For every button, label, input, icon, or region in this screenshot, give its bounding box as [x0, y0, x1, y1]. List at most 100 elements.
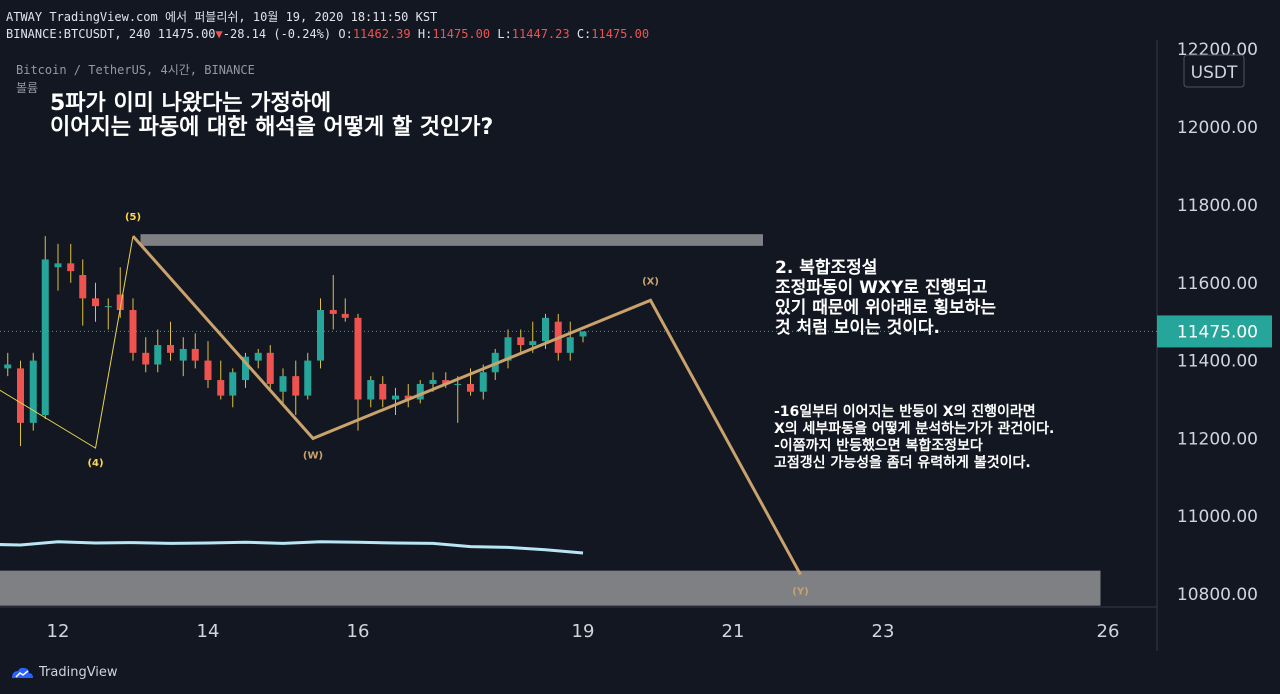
- note2-line: -16일부터 이어지는 반등이 X의 진행이라면: [774, 404, 1036, 420]
- publish-info: ATWAY TradingView.com 에서 퍼블리쉬, 10월 19, 2…: [6, 10, 438, 24]
- y-tick-label: 11000.00: [1177, 507, 1258, 527]
- last-price-tag-label: 11475.00: [1177, 322, 1258, 342]
- sub-wave-line: [0, 236, 134, 449]
- brand-label: TradingView: [39, 665, 118, 680]
- y-tick-label: 10800.00: [1177, 585, 1258, 605]
- candle: [104, 306, 112, 308]
- open-label: O:: [338, 27, 353, 41]
- x-tick-label: 14: [197, 621, 220, 642]
- candle: [317, 310, 324, 361]
- candle: [454, 383, 462, 385]
- candle: [429, 380, 437, 384]
- volume-line: [0, 540, 584, 555]
- candle: [4, 364, 12, 369]
- y-tick-label: 11400.00: [1177, 352, 1258, 372]
- y-tick-label: 11600.00: [1177, 274, 1258, 294]
- candle: [167, 345, 174, 353]
- candle: [354, 317, 362, 400]
- note1-line: 조정파동이 WXY로 진행되고: [775, 278, 988, 298]
- candle: [254, 352, 262, 361]
- candle: [204, 360, 212, 381]
- candle: [479, 372, 487, 392]
- candle: [304, 360, 312, 396]
- x-tick-label: 23: [872, 621, 895, 642]
- chart-title: 5파가 이미 나왔다는 가정하에 이어지는 파동에 대한 해석을 어떻게 할 것…: [50, 92, 493, 140]
- x-tick-label: 21: [722, 621, 745, 642]
- wave-label: (X): [642, 276, 659, 287]
- candle: [392, 395, 399, 400]
- tradingview-watermark[interactable]: TradingView: [10, 665, 118, 680]
- note-x-wave: -16일부터 이어지는 반등이 X의 진행이라면 X의 세부파동을 어떻게 분석…: [774, 404, 1054, 472]
- candle: [341, 313, 349, 318]
- x-tick-label: 16: [347, 621, 370, 642]
- wave-label: (4): [87, 458, 103, 469]
- candle: [504, 337, 512, 361]
- candle: [442, 380, 450, 384]
- candle: [367, 380, 375, 400]
- symbol-legend[interactable]: Bitcoin / TetherUS, 4시간, BINANCE: [16, 63, 255, 77]
- candle: [266, 352, 274, 384]
- x-tick-label: 12: [47, 621, 70, 642]
- note1-line: 있기 때문에 위아래로 횡보하는: [775, 298, 997, 318]
- candle: [67, 263, 75, 272]
- candle: [191, 348, 199, 361]
- last-price-tag: [1157, 315, 1272, 348]
- title-line-1: 5파가 이미 나왔다는 가정하에: [50, 91, 332, 116]
- price-zone: [0, 570, 1101, 606]
- candle: [566, 337, 574, 353]
- price-zone: [140, 234, 763, 246]
- tradingview-logo-icon: [12, 667, 33, 678]
- candle: [379, 383, 387, 400]
- high-value: 11475.00: [432, 27, 491, 41]
- wave-label: (W): [303, 450, 323, 461]
- candle: [542, 317, 549, 342]
- candle: [41, 259, 49, 416]
- candle: [92, 298, 99, 307]
- candle: [517, 337, 525, 346]
- candle: [79, 275, 87, 299]
- candle: [129, 310, 137, 353]
- candle: [116, 294, 124, 311]
- low-value: 11447.23: [511, 27, 570, 41]
- note1-line: 2. 복합조정설: [775, 258, 878, 278]
- ohlc-bar: BINANCE:BTCUSDT, 240 11475.00▼-28.14 (-0…: [6, 27, 649, 41]
- note2-line: X의 세부파동을 어떻게 분석하는가가 관건이다.: [774, 421, 1055, 437]
- candle: [229, 372, 237, 396]
- note2-line: 고점갱신 가능성을 좀더 유력하게 볼것이다.: [774, 455, 1031, 471]
- candle: [17, 368, 24, 423]
- candle: [154, 345, 162, 365]
- x-tick-label: 19: [572, 621, 595, 642]
- candle: [217, 380, 225, 396]
- wave-path-line: [131, 235, 802, 576]
- candle: [579, 331, 587, 337]
- wave-label: (5): [125, 212, 141, 223]
- candle: [54, 263, 62, 268]
- y-tick-label: 11800.00: [1177, 196, 1258, 216]
- title-line-2: 이어지는 파동에 대한 해석을 어떻게 할 것인가?: [50, 115, 494, 140]
- down-arrow-icon: ▼: [215, 27, 223, 41]
- low-label: L:: [497, 27, 512, 41]
- open-value: 11462.39: [352, 27, 411, 41]
- high-label: H:: [417, 27, 433, 41]
- candle: [416, 383, 424, 400]
- note1-line: 것 처럼 보이는 것이다.: [775, 318, 940, 338]
- candle: [404, 395, 412, 400]
- candle: [29, 360, 37, 423]
- wave-label: (Y): [792, 587, 808, 598]
- candle: [242, 356, 249, 381]
- candle: [142, 352, 150, 365]
- candle: [179, 348, 187, 361]
- candle: [529, 341, 537, 346]
- last-price: 11475.00: [157, 27, 216, 41]
- candle: [292, 376, 300, 396]
- candle: [279, 376, 287, 392]
- note2-line: -이쯤까지 반등했으면 복합조정보다: [774, 438, 983, 454]
- currency-badge: [1183, 54, 1245, 88]
- y-tick-label: 11200.00: [1177, 429, 1258, 449]
- symbol-label: BINANCE:BTCUSDT, 240: [6, 27, 151, 41]
- x-tick-label: 26: [1097, 621, 1120, 642]
- price-change: -28.14 (-0.24%): [222, 27, 332, 41]
- volume-legend[interactable]: 볼륨: [16, 81, 39, 95]
- currency-label: USDT: [1191, 63, 1238, 83]
